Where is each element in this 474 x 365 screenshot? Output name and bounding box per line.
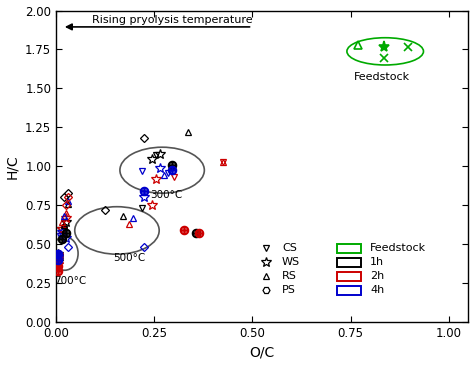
Text: PS: PS: [282, 285, 296, 295]
Text: RS: RS: [282, 271, 297, 281]
Text: 300°C: 300°C: [150, 191, 182, 200]
Y-axis label: H/C: H/C: [6, 154, 19, 178]
Bar: [337, 258, 361, 266]
Text: WS: WS: [282, 257, 300, 267]
Text: Rising pryolysis temperature: Rising pryolysis temperature: [92, 15, 253, 25]
Text: 700°C: 700°C: [54, 276, 86, 286]
X-axis label: O/C: O/C: [250, 345, 275, 360]
Text: CS: CS: [282, 243, 297, 253]
Bar: [337, 243, 361, 253]
Text: 2h: 2h: [370, 271, 384, 281]
Text: Feedstock: Feedstock: [354, 72, 410, 82]
Text: 4h: 4h: [370, 285, 384, 295]
Text: Feedstock: Feedstock: [370, 243, 427, 253]
Text: 1h: 1h: [370, 257, 384, 267]
Bar: [337, 272, 361, 281]
Bar: [337, 285, 361, 295]
Text: 500°C: 500°C: [113, 253, 146, 263]
